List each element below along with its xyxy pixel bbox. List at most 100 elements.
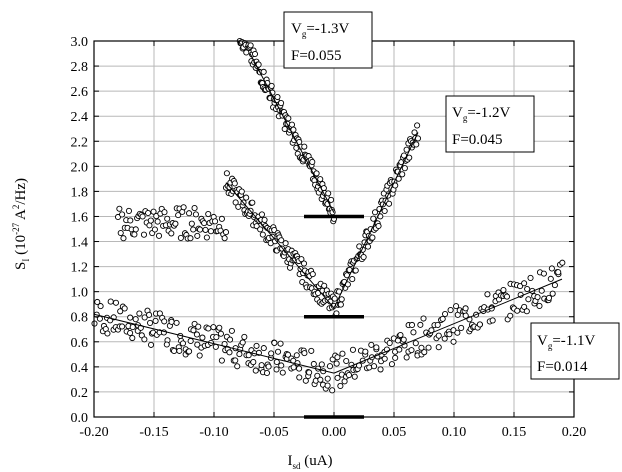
data-point <box>370 363 378 370</box>
data-point <box>201 220 208 227</box>
data-point <box>401 165 408 172</box>
data-point <box>371 209 379 216</box>
data-point <box>352 267 359 274</box>
data-point <box>251 50 259 58</box>
data-point <box>141 314 148 321</box>
data-point <box>120 235 127 242</box>
data-point <box>500 286 507 294</box>
svg-text:Vg=-1.2V: Vg=-1.2V <box>452 105 511 123</box>
data-point <box>328 196 335 203</box>
data-point <box>236 351 243 358</box>
data-point <box>171 347 178 354</box>
data-point <box>308 347 315 354</box>
data-point <box>334 374 341 381</box>
data-point <box>228 327 235 334</box>
data-point <box>94 298 101 306</box>
data-point <box>538 287 545 294</box>
data-point <box>217 330 224 337</box>
data-point <box>260 345 267 352</box>
data-point <box>247 42 254 49</box>
data-point <box>337 301 344 308</box>
data-point <box>187 337 194 345</box>
x-tick-label: -0.05 <box>259 425 288 440</box>
data-point <box>279 369 286 376</box>
data-point <box>337 382 344 390</box>
svg-text:Vg=-1.3V: Vg=-1.3V <box>291 21 350 39</box>
data-point <box>203 234 210 241</box>
data-point <box>370 215 377 222</box>
data-point <box>119 211 126 218</box>
annotation-vg-1.2: Vg=-1.2V F=0.045 <box>445 95 535 153</box>
data-point <box>232 357 239 364</box>
data-point <box>152 317 159 324</box>
data-point <box>418 344 425 351</box>
data-point <box>425 344 432 351</box>
data-point <box>243 194 250 201</box>
data-point <box>147 341 155 348</box>
data-point <box>462 312 469 319</box>
data-point <box>265 363 272 370</box>
data-point <box>147 319 154 326</box>
data-point <box>112 299 120 306</box>
fit-line <box>249 53 335 213</box>
data-point <box>547 275 554 282</box>
data-point <box>147 217 154 224</box>
data-point <box>281 125 288 133</box>
data-point <box>439 315 446 322</box>
data-point <box>116 205 123 212</box>
data-point <box>168 230 175 237</box>
data-point <box>117 308 124 315</box>
data-point <box>403 354 410 361</box>
data-point <box>484 291 491 298</box>
data-point <box>187 235 194 242</box>
data-point <box>462 305 469 312</box>
data-point <box>381 355 388 362</box>
y-tick-label: 1.8 <box>71 185 89 200</box>
data-point <box>339 350 346 357</box>
y-tick-label: 2.4 <box>71 110 89 125</box>
data-point <box>268 350 275 357</box>
data-point <box>290 126 297 133</box>
data-point <box>296 365 303 372</box>
data-point <box>476 321 483 328</box>
data-point <box>223 170 230 177</box>
data-point <box>274 348 282 355</box>
data-point <box>222 229 230 236</box>
data-point <box>272 238 279 245</box>
fit-line <box>225 182 335 309</box>
x-tick-label: 0.10 <box>442 425 467 440</box>
data-point <box>521 303 528 310</box>
x-axis-label: Isd (uA) <box>287 453 332 471</box>
data-point <box>549 290 556 297</box>
data-point <box>131 231 138 238</box>
data-point <box>326 363 334 370</box>
data-point <box>196 352 203 359</box>
data-point <box>226 349 233 356</box>
data-point <box>396 346 403 353</box>
data-point <box>411 129 418 136</box>
data-point <box>324 375 331 382</box>
data-point <box>368 341 375 348</box>
data-point <box>273 358 280 366</box>
data-point <box>257 226 264 233</box>
data-point <box>540 270 547 277</box>
data-point <box>343 357 350 365</box>
data-point <box>523 308 530 315</box>
data-point <box>216 324 223 331</box>
data-point <box>146 311 153 318</box>
data-point <box>525 296 532 303</box>
data-point <box>517 283 524 290</box>
data-point <box>129 334 136 342</box>
data-point <box>163 341 170 348</box>
data-point <box>534 294 541 301</box>
fit-lines <box>93 53 563 374</box>
svg-text:Vg=-1.1V: Vg=-1.1V <box>537 333 596 351</box>
data-point <box>521 280 528 287</box>
data-point <box>125 207 132 214</box>
x-ticks: -0.20 -0.15 -0.10 -0.05 0.00 0.05 0.10 0.15 0.20 <box>79 41 586 440</box>
data-point <box>195 323 202 330</box>
data-point <box>369 234 376 241</box>
data-point <box>239 339 246 346</box>
data-point <box>329 387 336 394</box>
